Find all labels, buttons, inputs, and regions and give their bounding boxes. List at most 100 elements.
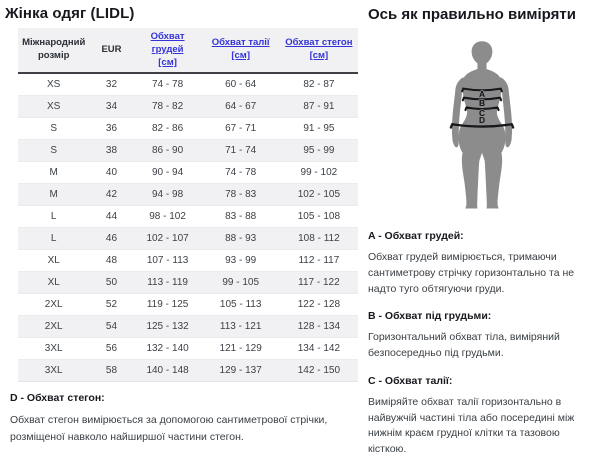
- measurement-figure: A B C D: [443, 40, 521, 215]
- header-cell-1: Міжнародний розмір: [18, 28, 90, 75]
- header-link[interactable]: Обхват грудей: [150, 31, 185, 55]
- table-cell: 52: [105, 299, 118, 311]
- table-row: M 40 90 - 94 74 - 78 99 - 102: [18, 161, 358, 184]
- figure-label-c: C: [479, 108, 485, 118]
- table-cell: XL: [47, 277, 60, 289]
- table-cell: 46: [105, 233, 118, 245]
- table-row: XL 48 107 - 113 93 - 99 112 - 117: [18, 249, 358, 272]
- table-cell: 32: [105, 79, 118, 91]
- table-row: 2XL 54 125 - 132 113 - 121 128 - 134: [18, 315, 358, 338]
- table-cell: M: [49, 189, 58, 201]
- table-cell: 87 - 91: [303, 101, 335, 113]
- note-d-heading: D - Обхват стегон:: [10, 392, 105, 405]
- guide-heading-b: B - Обхват під грудьми:: [368, 310, 492, 323]
- table-cell: 74 - 78: [225, 167, 257, 179]
- table-cell: 58: [105, 365, 118, 377]
- figure-label-d: D: [479, 115, 485, 125]
- header-cell-3[interactable]: Обхват грудей [см]: [133, 28, 202, 75]
- guide-text-c: Виміряйте обхват талії горизонтально в н…: [368, 395, 575, 455]
- table-row: L 44 98 - 102 83 - 88 105 - 108: [18, 205, 358, 228]
- table-cell: 44: [105, 211, 118, 223]
- measure-line-a: [461, 87, 503, 93]
- table-cell: 64 - 67: [225, 101, 257, 113]
- female-silhouette-right-arm: [499, 77, 513, 148]
- figure-label-b: B: [479, 98, 485, 108]
- page-title: Жінка одяг (LIDL): [5, 5, 135, 22]
- header-row: Міжнародний розмір EUR Обхват грудей [см] Об…: [18, 28, 358, 75]
- size-chart-section: Жінка одяг (LIDL) Міжнародний розмір EUR О…: [5, 2, 361, 445]
- table-cell: 42: [105, 189, 118, 201]
- table-cell: 94 - 98: [152, 189, 184, 201]
- table-row: 3XL 56 132 - 140 121 - 129 134 - 142: [18, 337, 358, 360]
- table-cell: 142 - 150: [297, 365, 341, 377]
- table-cell: 88 - 93: [225, 233, 257, 245]
- female-silhouette-figure: A B C D: [449, 41, 515, 209]
- guide-heading-c: C - Обхват талії:: [368, 374, 453, 387]
- table-row: S 36 82 - 86 67 - 71 91 - 95: [18, 117, 358, 140]
- table-cell: 117 - 122: [298, 277, 340, 289]
- header-link-unit[interactable]: [см]: [231, 50, 250, 62]
- header-link[interactable]: Обхват талії: [211, 37, 270, 49]
- table-cell: 2XL: [44, 321, 63, 333]
- table-cell: 67 - 71: [225, 123, 257, 135]
- header-link-unit[interactable]: [см]: [158, 56, 177, 68]
- table-cell: 83 - 88: [225, 211, 257, 223]
- table-cell: 78 - 82: [152, 101, 184, 113]
- guide-sections: A - Обхват грудей: Обхват грудей вимірюєт…: [368, 230, 596, 458]
- header-cell-4[interactable]: Обхват талії [см]: [201, 28, 280, 75]
- table-row: M 42 94 - 98 78 - 83 102 - 105: [18, 183, 358, 206]
- header-link[interactable]: Обхват стегон: [285, 37, 353, 49]
- table-cell: 60 - 64: [225, 79, 257, 91]
- measure-guide-section: Ось як правильно виміряти A B C D A - Об…: [368, 2, 596, 458]
- size-table-body: XS 32 74 - 78 60 - 64 82 - 87 XS 34 78 - 82 64 -…: [18, 73, 358, 382]
- table-cell: 108 - 112: [298, 233, 340, 245]
- table-cell: 95 - 99: [303, 145, 335, 157]
- table-cell: M: [49, 167, 58, 179]
- table-cell: 98 - 102: [149, 211, 186, 223]
- table-row: XS 32 74 - 78 60 - 64 82 - 87: [18, 73, 358, 96]
- table-row: S 38 86 - 90 71 - 74 95 - 99: [18, 139, 358, 162]
- table-cell: 40: [105, 167, 118, 179]
- table-cell: S: [50, 145, 58, 157]
- table-row: 3XL 58 140 - 148 129 - 137 142 - 150: [18, 359, 358, 382]
- table-cell: 3XL: [44, 343, 63, 355]
- table-cell: 129 - 137: [219, 365, 262, 377]
- table-cell: 125 - 132: [146, 321, 189, 333]
- header-link-unit[interactable]: [см]: [309, 50, 329, 62]
- guide-text-a: Обхват грудей вимірюється, тримаючи сант…: [368, 251, 575, 295]
- table-cell: 74 - 78: [152, 79, 184, 91]
- table-row: XS 34 78 - 82 64 - 67 87 - 91: [18, 95, 358, 118]
- measure-line-d: [449, 123, 515, 129]
- table-cell: 113 - 119: [147, 277, 188, 289]
- table-cell: 105 - 108: [297, 211, 341, 223]
- table-cell: 48: [105, 255, 118, 267]
- measure-line-c: [464, 106, 500, 112]
- table-cell: 140 - 148: [146, 365, 189, 377]
- table-cell: 113 - 121: [219, 321, 262, 333]
- table-cell: 132 - 140: [146, 343, 189, 355]
- table-cell: 78 - 83: [225, 189, 257, 201]
- table-row: L 46 102 - 107 88 - 93 108 - 112: [18, 227, 358, 250]
- table-cell: 82 - 87: [303, 79, 335, 91]
- table-cell: L: [50, 233, 57, 245]
- table-cell: 119 - 125: [146, 299, 189, 311]
- table-cell: S: [50, 123, 58, 135]
- table-cell: XL: [47, 255, 60, 267]
- table-cell: 99 - 105: [222, 277, 260, 289]
- note-d-text: Обхват стегон вимірюється за допомогою с…: [10, 414, 328, 443]
- table-cell: 121 - 129: [219, 343, 262, 355]
- table-cell: 128 - 134: [297, 321, 341, 333]
- table-cell: 56: [105, 343, 118, 355]
- female-silhouette-body: [458, 41, 506, 209]
- table-cell: 102 - 107: [146, 233, 189, 245]
- table-cell: 86 - 90: [152, 145, 184, 157]
- guide-text-b: Горизонтальний обхват тіла, виміряний бе…: [368, 331, 560, 359]
- table-row: 2XL 52 119 - 125 105 - 113 122 - 128: [18, 293, 358, 316]
- table-cell: 112 - 117: [298, 255, 340, 267]
- table-cell: 38: [105, 145, 118, 157]
- header-cell-5[interactable]: Обхват стегон [см]: [279, 28, 358, 75]
- table-cell: 105 - 113: [219, 299, 262, 311]
- size-guide-page: { "left": { "title": "Жінка одяг (LIDL)"…: [5, 5, 576, 455]
- table-cell: 93 - 99: [225, 255, 257, 267]
- table-cell: 71 - 74: [225, 145, 257, 157]
